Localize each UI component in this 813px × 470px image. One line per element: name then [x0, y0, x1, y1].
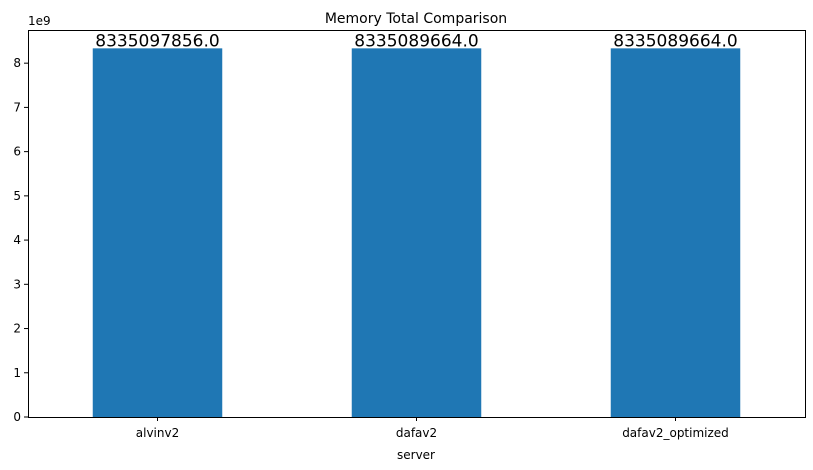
y-axis: 0 1 2 3 4 5 6 7 8	[13, 56, 28, 424]
chart-title: Memory Total Comparison	[325, 11, 507, 27]
data-label: 8335089664.0	[354, 31, 478, 51]
y-tick-label: 2	[13, 322, 21, 336]
bar-dafav2_optimized	[610, 48, 741, 417]
y-scale-note: 1e9	[28, 14, 51, 28]
y-tick-label: 5	[13, 189, 21, 203]
y-tick-label: 0	[13, 410, 21, 424]
y-tick-label: 1	[13, 366, 21, 380]
y-tick-label: 6	[13, 145, 21, 159]
bar-alvinv2	[92, 48, 223, 418]
bar-dafav2	[351, 48, 482, 417]
x-axis-label: server	[397, 448, 435, 462]
x-axis: alvinv2 dafav2 dafav2_optimized	[136, 417, 729, 440]
y-tick-label: 7	[13, 100, 21, 114]
data-label: 8335089664.0	[613, 31, 737, 51]
bars-group	[92, 48, 741, 418]
x-tick-label: dafav2_optimized	[622, 426, 729, 440]
data-label: 8335097856.0	[95, 31, 219, 51]
y-tick-label: 8	[13, 56, 21, 70]
x-tick-label: alvinv2	[136, 426, 179, 440]
data-labels-group: 8335097856.0 8335089664.0 8335089664.0	[95, 31, 737, 51]
y-tick-label: 4	[13, 233, 21, 247]
x-tick-label: dafav2	[396, 426, 437, 440]
y-tick-label: 3	[13, 277, 21, 291]
plot-frame	[28, 30, 806, 418]
